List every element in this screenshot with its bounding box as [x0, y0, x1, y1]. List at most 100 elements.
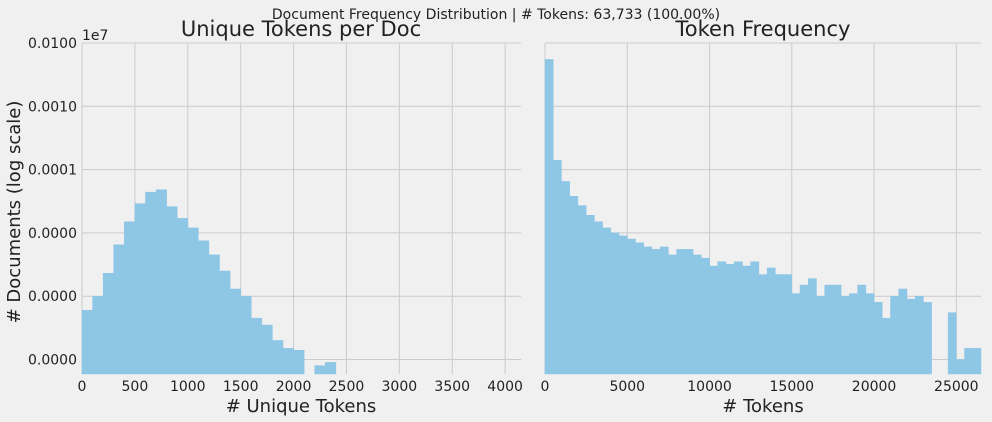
histogram-bar — [791, 293, 801, 375]
histogram-bar — [651, 249, 661, 375]
histogram-bar — [635, 242, 644, 375]
x-tick-label: 0 — [541, 379, 550, 395]
y-offset-label: 1e7 — [82, 28, 108, 44]
y-tick-label: 0.0010 — [28, 99, 77, 115]
histogram-bar — [602, 227, 612, 375]
histogram-bar — [282, 348, 294, 375]
histogram-bar — [325, 362, 337, 375]
histogram-bar — [124, 221, 136, 375]
x-tick-label: 2500 — [329, 379, 365, 395]
histogram-bar — [198, 240, 210, 375]
panel-token-frequency: Token Frequency # Tokens 0 5000 10000 15000… — [541, 17, 982, 417]
histogram-bar — [676, 249, 686, 375]
x-tick-label: 1500 — [223, 379, 259, 395]
histogram-bar — [964, 348, 974, 375]
histogram-bar — [849, 293, 858, 375]
shared-y-axis-label: # Documents (log scale) — [4, 101, 25, 324]
histogram-bar — [775, 274, 784, 375]
histogram-bar — [134, 203, 146, 375]
x-axis-label: # Tokens — [722, 396, 803, 417]
histogram-bar — [750, 261, 760, 375]
histogram-bar — [166, 206, 178, 375]
histogram-bar — [807, 278, 817, 375]
histogram-bar — [717, 261, 727, 375]
histogram-bar — [701, 257, 710, 375]
y-tick-label: 0.0001 — [28, 163, 77, 179]
y-tick-label: 0.0100 — [28, 36, 77, 52]
histogram-bar — [293, 350, 305, 375]
x-tick-labels: 0 500 1000 1500 2000 2500 3000 3500 4000 — [78, 379, 523, 395]
x-tick-label: 5000 — [609, 379, 645, 395]
histogram-bar — [102, 273, 114, 375]
histogram-bar — [314, 365, 326, 375]
histogram-bar — [840, 295, 850, 375]
histogram-bar — [824, 284, 834, 375]
x-tick-label: 15000 — [770, 379, 815, 395]
y-tick-label: 0.0000 — [28, 226, 77, 242]
figure-suptitle: Document Frequency Distribution | # Toke… — [272, 7, 720, 23]
histogram-bar — [618, 235, 628, 375]
histogram-bar — [947, 312, 957, 375]
x-tick-label: 1000 — [170, 379, 206, 395]
histogram-bar — [145, 191, 157, 375]
x-tick-label: 0 — [78, 379, 87, 395]
histogram-bar — [882, 317, 891, 375]
histogram-bar — [898, 288, 908, 375]
x-tick-label: 3500 — [434, 379, 470, 395]
histogram-bar — [692, 254, 702, 375]
histogram-bar — [610, 232, 620, 375]
histogram-bar — [569, 195, 579, 375]
histogram-bar — [92, 295, 104, 375]
x-tick-label: 4000 — [487, 379, 523, 395]
y-tick-label: 0.0000 — [28, 289, 77, 305]
x-tick-label: 10000 — [687, 379, 732, 395]
histogram-bar — [585, 215, 595, 375]
histogram-bar — [832, 284, 842, 375]
histogram-bar — [865, 293, 875, 375]
histogram-bar — [261, 324, 273, 375]
histogram-bar — [594, 221, 603, 375]
histogram-bar — [219, 270, 231, 375]
histogram-bar — [857, 284, 867, 375]
histogram-bar — [799, 284, 809, 375]
histogram-bar — [155, 189, 167, 375]
histogram-bar — [187, 227, 199, 375]
histogram-bar — [914, 295, 924, 375]
histogram-bar — [176, 218, 189, 375]
histogram-bar — [627, 238, 636, 375]
histogram-bar — [561, 181, 570, 375]
x-tick-labels: 0 5000 10000 15000 20000 25000 — [541, 379, 979, 395]
histogram-bar — [81, 309, 93, 375]
histogram-bar — [956, 359, 965, 375]
x-tick-label: 3000 — [382, 379, 418, 395]
histogram-bar — [659, 246, 669, 375]
x-tick-label: 500 — [122, 379, 149, 395]
histogram-bar — [577, 205, 587, 375]
histogram-bar — [783, 274, 793, 375]
x-axis-label: # Unique Tokens — [226, 396, 377, 417]
histogram-bar — [668, 254, 677, 375]
panel-title: Token Frequency — [675, 17, 851, 41]
histogram-bar — [643, 246, 653, 375]
histogram-bar — [873, 302, 883, 375]
y-tick-labels: 0.0100 0.0010 0.0001 0.0000 0.0000 0.0000 — [28, 36, 77, 369]
histogram-bar — [709, 265, 719, 375]
histogram-bar — [923, 302, 932, 375]
panel-title: Unique Tokens per Doc — [181, 17, 421, 41]
histogram-bar — [544, 59, 554, 375]
histogram-bar — [733, 261, 743, 375]
histogram-bar — [972, 348, 982, 375]
histogram-bar — [766, 267, 776, 375]
x-tick-label: 25000 — [934, 379, 979, 395]
histogram-bar — [758, 274, 768, 375]
histogram-bar — [208, 254, 220, 375]
histogram-bar — [272, 340, 284, 375]
histogram-bar — [251, 317, 263, 375]
histogram-bar — [229, 288, 241, 375]
panel-unique-tokens: Unique Tokens per Doc # Unique Tokens 0 5… — [28, 17, 523, 417]
grid-lines — [81, 42, 521, 374]
histogram-bars — [544, 59, 982, 375]
histogram-bar — [742, 265, 751, 375]
histogram-bar — [725, 263, 735, 375]
